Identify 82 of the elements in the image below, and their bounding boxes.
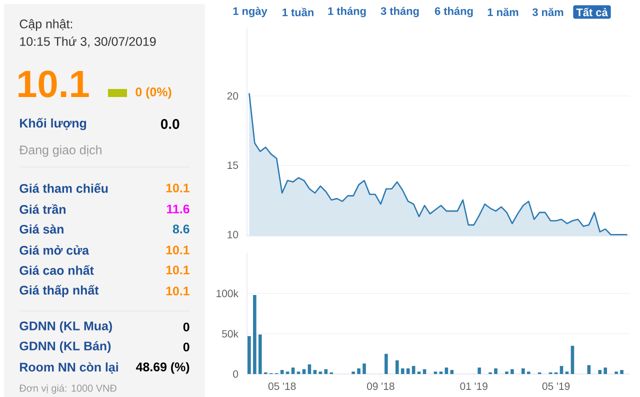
text: Giá trần [20,204,66,214]
bar [604,368,607,374]
text: 1 tuần [282,8,314,16]
bar [253,294,256,374]
text: 8.6 [172,224,190,234]
bar [258,334,262,374]
bar [291,368,295,374]
bar [400,368,404,374]
text: 3 năm [532,8,564,16]
text: Cập nhật: [20,19,72,31]
bar [526,372,530,374]
y-tick-label: 20 [227,92,238,100]
bar [444,368,448,374]
bar [494,368,498,374]
x-tick-label: 01 '19 [460,382,488,390]
text: 0.0 [160,119,180,129]
bar [450,370,454,374]
x-tick-label: 05 '19 [542,382,570,390]
bar [565,372,569,374]
bar [505,372,508,374]
bar [560,366,564,374]
y-tick-label: 0 [233,370,238,378]
text: Đang giao dịch [19,145,102,157]
bar [357,368,360,374]
y-tick-label: 100k [216,290,238,298]
bar [422,369,426,374]
bar [296,372,300,374]
text: Room NN còn lại [20,362,118,374]
bar [395,360,399,374]
text: Giá cao nhất [20,265,94,275]
bar [302,369,306,374]
bar [478,368,481,374]
x-tick-label: 09 '18 [367,382,394,390]
bar [598,370,602,374]
bar [318,372,322,374]
text: 1 năm [488,8,518,16]
y-tick-label: 10 [228,230,238,238]
bar [620,370,624,374]
bar [439,372,443,374]
text: Giá thấp nhất [20,284,99,298]
text: 10.1 [166,286,190,296]
bar [362,364,366,374]
bar [248,336,251,374]
text: 10.1 [166,266,190,274]
bar [522,368,525,374]
text: 48.69 (%) [136,362,190,374]
text: Tất cả [576,8,608,16]
bar [510,369,514,374]
bar [352,372,355,374]
text: Giá tham chiếu [20,183,108,193]
bar [313,370,317,374]
text: 0 (0%) [136,87,172,99]
text: 0 [183,342,190,352]
bar [412,366,416,374]
text: 11.6 [167,204,190,214]
text: 10.1 [166,184,190,192]
y-tick-label: 50k [222,330,238,338]
bar [587,365,591,374]
text: 3 tháng [380,6,419,18]
y-tick-label: 15 [228,162,238,169]
bar [417,372,421,374]
x-tick-label: 05 '18 [268,382,296,390]
bar [614,372,618,374]
text: 1 tháng [328,6,366,18]
bar [286,372,290,374]
text: GDNN (KL Mua) [20,321,112,333]
bar [324,369,328,374]
text: Đơn vị giá: 1000 VNĐ [19,384,116,394]
text: 10:15 Thứ 3, 30/07/2019 [20,36,156,48]
bar [280,370,284,374]
text: 10.1 [18,70,89,98]
text: Khối lượng [20,118,86,130]
text: 0 [183,322,190,332]
bar [570,346,574,374]
bar [434,372,438,374]
text: 6 tháng [434,6,473,18]
bar [384,354,388,374]
text: 1 ngày [233,6,268,18]
text: GDNN (KL Bán) [20,341,111,353]
text: Giá sàn [20,224,64,234]
text: 10.1 [166,246,190,254]
text: Giá mở cửa [20,245,90,255]
